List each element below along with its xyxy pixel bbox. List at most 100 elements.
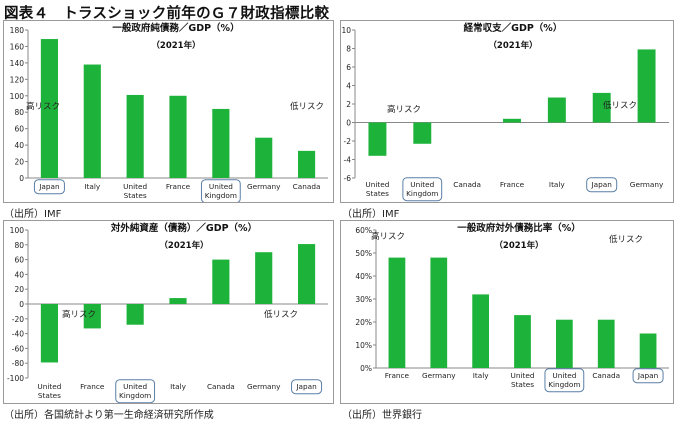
bar-france [503,118,521,123]
chart-subtitle: （2021年） [151,40,200,51]
y-tick-label: 20 [14,285,24,294]
y-tick-label: 40% [355,272,372,281]
category-label-canada: Canada [592,371,620,380]
annotation-low-risk: 低リスク [290,101,324,112]
category-label-germany: Germany [422,371,456,380]
y-tick-label: -4 [344,156,352,165]
bar-canada [298,150,316,178]
chart-panel-external-debt-ratio: 0% 10% 20% 30% 40% 50% 60% France Germany Italy Un… [340,220,674,404]
bar-france [388,257,406,368]
external-debt-ratio-chart: 0% 10% 20% 30% 40% 50% 60% France Germany Italy Un… [355,222,669,393]
bar-united-kingdom [555,319,573,368]
y-tick-label: 60 [14,256,24,265]
y-tick-label: 40 [14,270,24,279]
highlight-box-united-kingdom [402,177,443,202]
y-tick-label: 2 [346,100,351,109]
annotation-low-risk: 低リスク [609,234,643,245]
category-label-italy: Italy [84,182,101,191]
y-tick-label: -2 [344,137,352,146]
chart-title: 対外純資産（債務）／GDP（%） [110,222,257,234]
y-tick-label: 8 [346,45,351,54]
y-tick-label: 60 [14,125,24,134]
bar-united-states [368,122,387,156]
annotation-high-risk: 高リスク [62,309,96,320]
bar-united-kingdom [126,304,144,325]
bar-germany [430,257,448,368]
bar-italy [83,64,101,178]
highlight-box-japan [291,379,323,395]
bar-canada [212,259,230,304]
y-tick-label: 30% [355,295,372,304]
bar-united-states [126,94,144,178]
y-tick-label: 0 [19,300,24,309]
bar-united-kingdom [413,122,432,144]
highlight-box-japan [632,368,664,384]
category-label-canada: Canada [207,382,235,391]
y-tick-label: 60% [355,226,372,235]
category-label-italy: Italy [473,371,490,380]
category-label-united-kingdom: United Kingdom [205,182,237,200]
bar-united-kingdom [212,108,230,178]
bar-france [169,95,187,178]
bar-germany [255,252,273,304]
y-tick-label: 6 [346,63,351,72]
y-tick-label: 180 [10,26,25,35]
bar-italy [169,298,187,304]
y-tick-label: -6 [344,174,352,183]
source-external-debt-ratio: （出所）世界銀行 [342,410,422,421]
y-tick-label: 160 [10,42,25,51]
y-tick-label: 20% [355,318,372,327]
bar-germany [637,49,656,123]
y-tick-label: 100 [10,92,25,101]
category-label-united-kingdom: United Kingdom [548,371,580,389]
bar-japan [40,39,58,178]
y-tick-label: 0 [19,174,24,183]
chart-panel-net-external-assets: -100 -80 -60 -40 -20 0 20 40 60 80 100 United States… [3,220,334,404]
annotation-low-risk: 低リスク [603,100,637,111]
category-label-united-states: United States [511,371,535,389]
category-label-italy: Italy [170,382,187,391]
bar-france [83,304,101,329]
category-label-france: France [385,371,410,380]
y-tick-label: 4 [346,82,351,91]
source-net-debt: （出所）IMF [4,209,62,220]
y-tick-label: -60 [12,344,24,353]
highlight-box-japan [33,179,65,195]
annotation-low-risk: 低リスク [264,309,298,320]
bar-japan [639,333,657,368]
category-label-germany: Germany [247,382,281,391]
chart-panel-current-account: -6 -4 -2 0 2 4 6 8 10 United States United Kingdom Ca… [340,20,674,203]
annotation-high-risk: 高リスク [371,231,405,242]
category-label-canada: Canada [453,180,481,189]
category-label-japan: Japan [637,371,658,380]
y-tick-label: -20 [12,315,24,324]
y-tick-label: -80 [12,359,24,368]
chart-subtitle: （2021年） [494,240,543,251]
category-label-germany: Germany [247,182,281,191]
category-label-france: France [500,180,525,189]
highlight-box-japan [586,177,618,193]
chart-subtitle: （2021年） [159,240,208,251]
chart-title: 一般政府純債務／GDP（%） [112,22,239,34]
category-label-france: France [166,182,191,191]
category-label-united-kingdom: United Kingdom [119,382,151,400]
highlight-box-united-kingdom [544,368,585,393]
bar-italy [547,97,566,123]
category-label-united-states: United States [123,182,147,200]
net-external-assets-chart: -100 -80 -60 -40 -20 0 20 40 60 80 100 United States… [7,222,328,404]
category-label-united-states: United States [37,382,61,400]
current-account-chart: -6 -4 -2 0 2 4 6 8 10 United States United Kingdom Ca… [341,22,669,202]
category-label-japan: Japan [38,182,59,191]
y-tick-label: -100 [7,374,24,383]
category-label-japan: Japan [591,180,612,189]
y-tick-label: 100 [10,226,25,235]
bar-japan [298,244,316,304]
category-label-canada: Canada [293,182,321,191]
chart-title: 経常収支／GDP（%） [464,22,563,34]
net-debt-chart: 0 20 40 60 80 100 120 140 160 180 Japan Italy United… [10,22,328,204]
chart-panel-net-debt: 0 20 40 60 80 100 120 140 160 180 Japan Italy United… [3,20,334,204]
bar-japan [592,92,611,123]
bar-italy [472,294,490,368]
category-label-france: France [80,382,105,391]
bar-germany [255,137,273,178]
